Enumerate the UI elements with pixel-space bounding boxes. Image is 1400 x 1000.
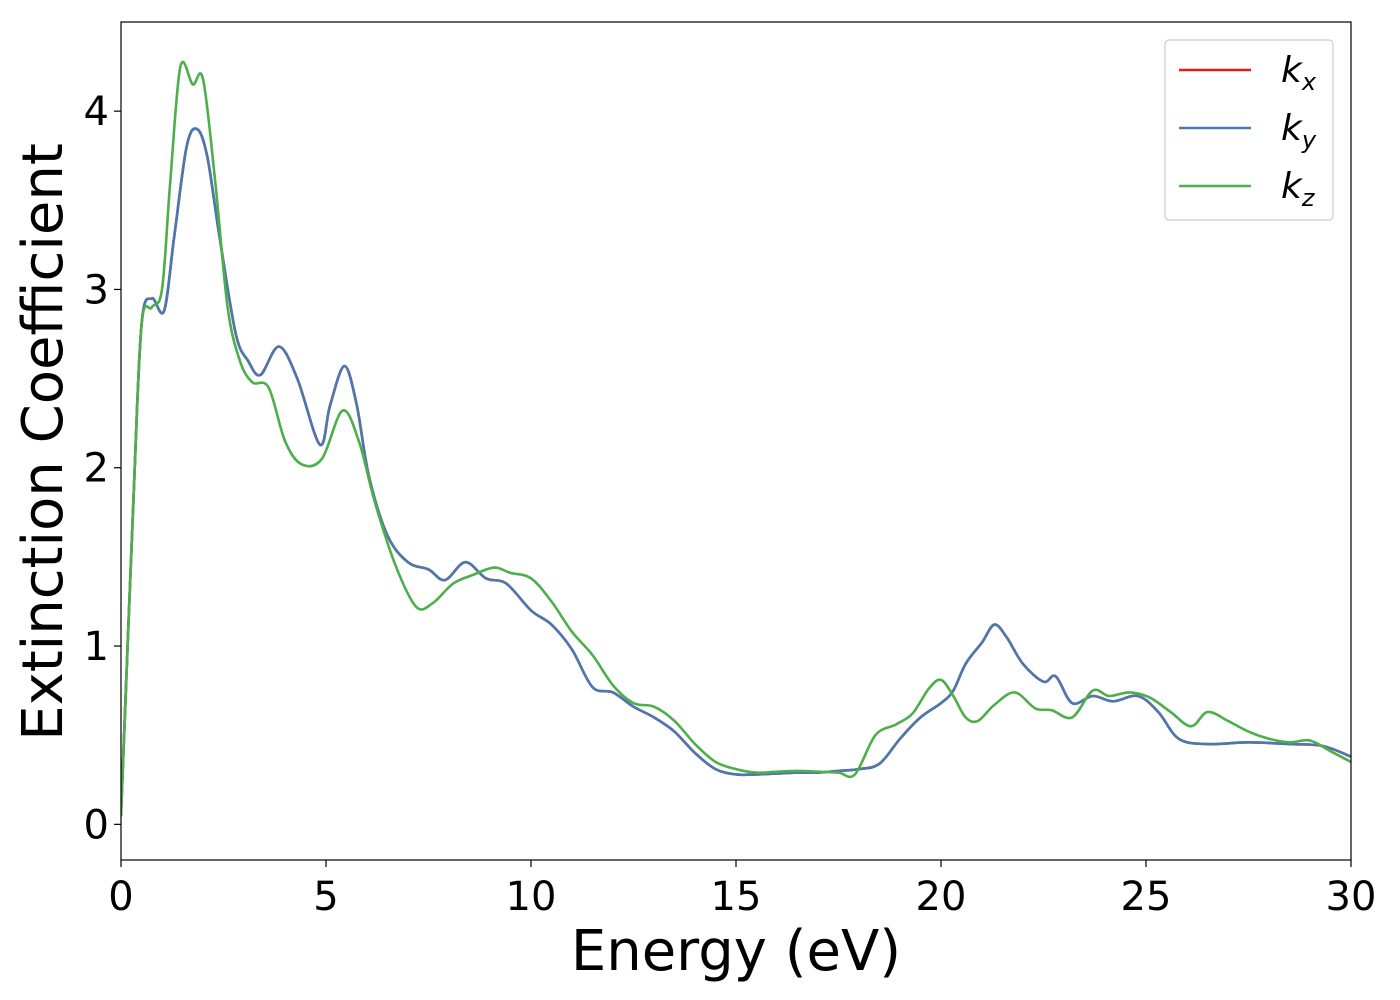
legend-label-kx: kx (1281, 50, 1317, 96)
y-tick-label: 3 (84, 267, 109, 313)
x-tick-label: 25 (1121, 874, 1172, 920)
x-axis-label: Energy (eV) (571, 919, 901, 984)
y-axis-label: Extinction Coefficient (11, 143, 76, 741)
y-tick-label: 1 (84, 624, 109, 670)
plot-area (121, 60, 1351, 817)
x-tick-label: 20 (916, 874, 967, 920)
series-line-kz (121, 60, 1351, 817)
y-tick-label: 2 (84, 446, 109, 492)
axes: 0 5 10 15 20 25 30 0 1 2 3 4 (84, 21, 1377, 920)
x-tick-label: 10 (506, 874, 557, 920)
legend-label-ky: ky (1281, 108, 1317, 154)
x-tick-label: 0 (108, 874, 133, 920)
y-tick-label: 4 (84, 89, 109, 135)
x-tick-label: 15 (711, 874, 762, 920)
x-tick-label: 5 (313, 874, 338, 920)
legend-box (1164, 39, 1334, 221)
y-tick-label: 0 (84, 802, 109, 848)
x-tick-label: 30 (1326, 874, 1377, 920)
